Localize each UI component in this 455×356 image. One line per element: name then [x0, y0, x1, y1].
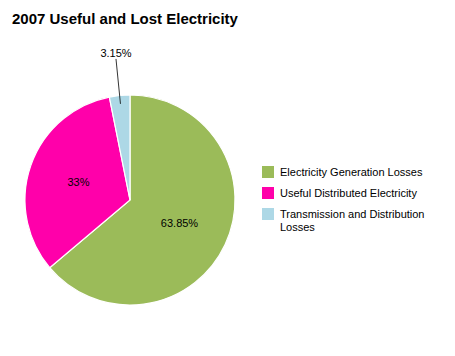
legend: Electricity Generation Losses Useful Dist… — [262, 166, 424, 233]
legend-label-line: Electricity Generation Losses — [280, 166, 423, 178]
data-labels: 63.85% 33% 3.15% — [67, 47, 198, 229]
legend-swatch — [262, 208, 274, 220]
legend-label-line: Useful Distributed Electricity — [280, 187, 417, 199]
pie-slice — [109, 95, 130, 200]
legend-label: Useful Distributed Electricity — [280, 187, 417, 199]
legend-label-line: Transmission and Distribution — [280, 208, 424, 220]
title: 2007 Useful and Lost Electricity — [12, 10, 239, 27]
data-label: 63.85% — [161, 217, 199, 229]
data-label: 33% — [67, 176, 89, 188]
legend-label: Transmission and DistributionLosses — [280, 208, 424, 233]
legend-label: Electricity Generation Losses — [280, 166, 423, 178]
data-label: 3.15% — [100, 47, 131, 59]
legend-label-line: Losses — [280, 221, 315, 233]
legend-swatch — [262, 187, 274, 199]
legend-swatch — [262, 166, 274, 178]
chart: 2007 Useful and Lost Electricity 63.85% 33… — [0, 0, 455, 356]
leader-line — [116, 59, 120, 104]
pie — [25, 95, 235, 305]
